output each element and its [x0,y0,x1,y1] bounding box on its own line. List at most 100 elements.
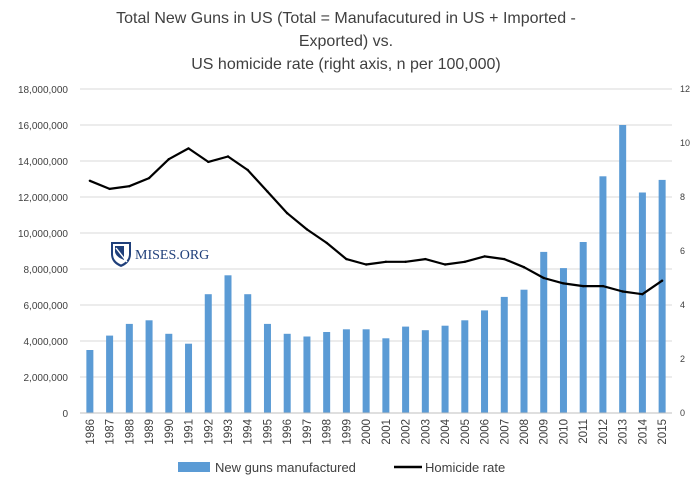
bar [323,332,331,413]
line-point [641,293,644,296]
line-point [621,290,624,293]
bar [619,125,627,413]
legend-swatch-bars [178,462,210,472]
line-point [660,279,664,282]
x-tick-label: 2014 [637,418,649,444]
legend-label-bars: New guns manufactured [215,460,356,475]
bar [125,323,133,413]
bar [559,268,567,413]
line-point [108,187,111,191]
bar [441,325,449,413]
bar [362,329,370,413]
x-tick-label: 2003 [420,419,432,445]
line-point [424,257,427,261]
line-point [562,282,565,285]
bar [658,179,666,413]
line-point [246,168,249,172]
bar [303,336,311,413]
axes: 0 2,000,000 4,000,000 6,000,000 8,000,000 10,… [18,84,690,445]
line-point [542,276,545,280]
line-point [305,228,309,231]
y-left-tick-label: 4,000,000 [24,337,69,348]
x-tick-label: 2011 [578,419,590,444]
x-tick-label: 1987 [105,419,117,445]
x-tick-label: 2004 [440,418,452,444]
x-tick-label: 2010 [558,419,570,445]
y-left-tick-label: 16,000,000 [18,121,68,132]
x-tick-label: 2008 [519,419,531,445]
bar [382,338,390,413]
bar [481,310,489,413]
bar [540,251,548,413]
x-tick-label: 2005 [460,419,472,445]
y-right-tick-label: 0 [680,408,685,418]
y-right-tick-label: 12 [680,84,690,94]
line-point [463,260,466,263]
watermark: MISES.ORG [111,242,209,267]
legend: New guns manufactured Homicide rate [178,460,505,475]
bar [579,242,587,413]
bar [185,343,193,413]
chart-title: Total New Guns in US (Total = Manufacutu… [116,10,576,73]
y-right-tick-label: 4 [680,300,685,310]
line-point [522,266,526,269]
x-tick-label: 1990 [164,419,176,445]
y-right-tick-label: 6 [680,246,685,256]
bar [86,350,94,413]
line-point [443,263,447,266]
x-tick-label: 2013 [618,419,630,445]
x-tick-label: 2009 [539,419,551,445]
legend-label-line: Homicide rate [425,460,505,475]
bar [283,333,291,413]
y-left-tick-label: 2,000,000 [24,373,69,384]
bar [145,320,153,413]
x-tick-label: 1986 [85,419,97,445]
line-point [147,176,151,180]
x-tick-label: 2006 [480,419,492,445]
y-left-tick-label: 8,000,000 [24,265,69,276]
line-point [364,263,368,266]
bar [599,176,607,413]
x-tick-label: 1995 [262,419,274,445]
line-point [404,260,407,263]
bar [342,329,350,413]
line-point [483,255,486,258]
bar [165,333,173,413]
line-point [88,179,92,182]
homicide-rate-line [89,147,663,296]
chart-title-line-1: Total New Guns in US (Total = Manufacutu… [116,10,576,27]
line-point [345,257,348,261]
line-point [207,160,210,164]
shield-icon [111,242,131,267]
line-point [266,190,269,193]
bar [244,294,252,413]
line-point [582,284,585,288]
line-series [88,147,664,296]
line-point [325,241,328,245]
x-tick-label: 1994 [243,418,255,444]
x-tick-label: 1996 [282,419,294,445]
y-right-tick-label: 2 [680,354,685,364]
x-tick-label: 1993 [223,419,235,445]
line-point [187,147,190,150]
y-left-tick-label: 18,000,000 [18,85,68,96]
line-point [601,284,605,288]
bar [263,323,271,413]
x-tick-label: 1988 [124,419,136,445]
watermark-text: MISES.ORG [135,248,209,263]
bar [421,330,429,413]
x-tick-label: 2002 [401,419,413,445]
x-tick-label: 2000 [361,419,373,445]
bar-series [86,125,666,413]
x-tick-label: 2007 [499,419,511,445]
bar [461,320,469,413]
y-left-tick-label: 10,000,000 [18,229,68,240]
x-tick-label: 1989 [144,419,156,445]
bar [638,192,646,413]
line-point [384,260,388,263]
y-left-tick-label: 6,000,000 [24,301,69,312]
bar [204,294,212,413]
bar [224,275,232,413]
line-point [167,158,170,161]
